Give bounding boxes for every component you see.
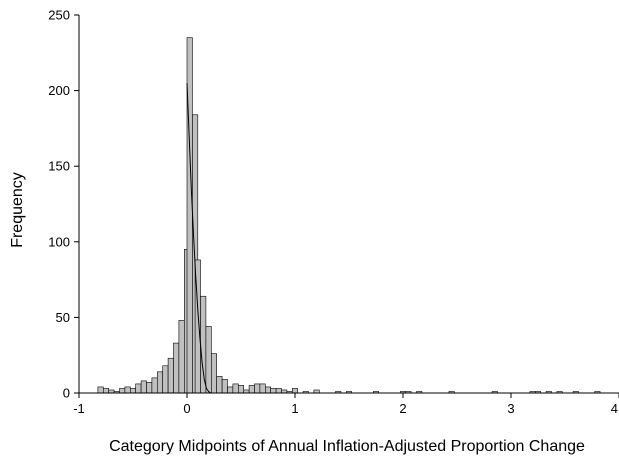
histogram-bar — [221, 379, 228, 394]
histogram-bar — [248, 385, 255, 394]
y-tick-label: 0 — [63, 386, 70, 401]
y-tick-label: 100 — [48, 234, 70, 249]
histogram-bar — [205, 326, 212, 394]
y-tick-label: 250 — [48, 8, 70, 23]
histogram-bar — [146, 382, 153, 394]
x-tick-label: 4 — [611, 401, 618, 416]
histogram-bar — [140, 380, 147, 394]
x-tick-label: 0 — [183, 401, 190, 416]
x-tick-label: 3 — [507, 401, 514, 416]
histogram-bar — [162, 365, 169, 394]
histogram-bar — [227, 386, 234, 394]
histogram-bar — [259, 383, 266, 394]
y-axis-title: Frequency — [9, 172, 26, 248]
histogram-bar — [97, 386, 104, 394]
histogram-bars — [97, 37, 601, 394]
fit-curve-line — [186, 83, 212, 394]
histogram-bar — [232, 383, 239, 394]
histogram-bar — [130, 388, 137, 394]
histogram-bar — [275, 388, 282, 394]
histogram-bar — [254, 383, 261, 394]
histogram-bar — [135, 383, 142, 394]
histogram-bar — [119, 388, 126, 394]
fit-curve-group — [186, 83, 212, 394]
x-tick-label: 2 — [399, 401, 406, 416]
histogram-bar — [103, 388, 110, 394]
y-tick-label: 50 — [56, 310, 70, 325]
histogram-bar — [264, 386, 271, 394]
histogram-bar — [238, 385, 245, 394]
histogram-bar — [167, 357, 174, 394]
histogram-bar — [211, 353, 218, 394]
histogram-bar — [151, 377, 158, 394]
x-axis-title: Category Midpoints of Annual Inflation-A… — [109, 438, 585, 455]
y-tick-label: 200 — [48, 83, 70, 98]
plot-axes — [78, 15, 619, 394]
histogram-bar — [157, 371, 164, 394]
x-tick-label: 1 — [291, 401, 298, 416]
x-axis-ticks: -1 0 1 2 3 4 — [73, 393, 619, 416]
histogram-bar — [291, 388, 298, 394]
histogram-bar — [124, 386, 131, 394]
histogram-bar — [216, 376, 223, 394]
y-tick-label: 150 — [48, 159, 70, 174]
histogram-bar — [173, 342, 180, 394]
y-axis-ticks: 0 50 100 150 200 250 — [48, 8, 79, 401]
histogram-bar — [200, 295, 207, 394]
histogram-bar — [178, 320, 185, 394]
histogram-bar — [270, 388, 277, 394]
x-tick-label: -1 — [73, 401, 85, 416]
